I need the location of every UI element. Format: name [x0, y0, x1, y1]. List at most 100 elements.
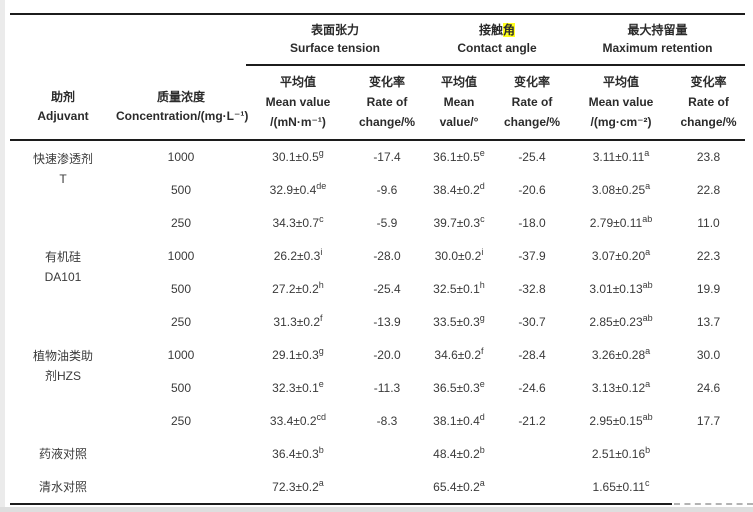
cell-ca-rate: -30.7 [518, 314, 546, 329]
cell-mr-rate: 22.8 [696, 182, 721, 197]
mr-mean-value: 1.65±0.11 [592, 479, 645, 494]
st-mean-sig: h [318, 279, 324, 290]
col-header-concentration: 质量浓度 Concentration/(mg·L⁻¹) [116, 14, 249, 141]
col-header-concentration-en: Concentration/(mg·L⁻¹) [116, 109, 249, 123]
st-mean-sig: i [320, 246, 323, 257]
cell-ca-mean: 32.5±0.1h [424, 272, 494, 305]
st-mean-sig: de [316, 180, 327, 191]
cell-concentration: 500 [170, 182, 192, 197]
adjuvant-name: 药液对照 [38, 446, 87, 461]
cell-st-rate: -25.4 [373, 281, 401, 296]
mr-mean-value: 2.79±0.11 [589, 215, 643, 230]
table-row: 植物油类助 剂HZS 1000 29.1±0.3g -20.0 34.6±0.2… [10, 338, 745, 383]
mr-mean-value: 3.08±0.25 [591, 182, 646, 197]
cell-st-mean: 33.4±0.2cd [246, 404, 350, 437]
col-header-concentration-zh: 质量浓度 [156, 90, 205, 104]
mr-mean-sig: a [645, 180, 651, 191]
ca-mean-sig: d [479, 180, 485, 191]
ca-mean-value: 33.5±0.3 [433, 314, 480, 329]
mr-mean-sig: c [644, 477, 650, 488]
bottom-rule-faded [674, 503, 753, 505]
mr-mean-sig: a [645, 378, 651, 389]
cell-mr-mean: 2.51±0.16b [570, 437, 672, 470]
subcol-mr-mean-en2: /(mg·cm⁻²) [590, 115, 652, 129]
table-row: 250 31.3±0.2f -13.9 33.5±0.3g -30.7 2.85… [10, 305, 745, 338]
mr-mean-value: 2.95±0.15 [589, 413, 643, 428]
subcol-ca-rate: 变化率 Rate of change/% [494, 65, 570, 141]
cell-mr-mean: 3.11±0.11a [570, 140, 672, 173]
cell-st-rate: -20.0 [373, 347, 401, 362]
ca-mean-value: 65.4±0.2 [433, 479, 480, 494]
mr-mean-value: 3.01±0.13 [589, 281, 643, 296]
cell-ca-mean: 39.7±0.3c [424, 206, 494, 239]
cell-ca-rate: -21.2 [518, 413, 546, 428]
cell-st-mean: 34.3±0.7c [246, 206, 350, 239]
mr-mean-value: 3.13±0.12 [591, 380, 646, 395]
subcol-mr-mean-zh: 平均值 [602, 75, 639, 89]
cell-st-rate: -13.9 [373, 314, 401, 329]
contact-angle-zh-prefix: 接触 [478, 23, 503, 37]
subcol-ca-rate-en1: Rate of [511, 95, 553, 109]
table-row: 清水对照 72.3±0.2a 65.4±0.2a 1.65±0.11c [10, 470, 745, 503]
ca-mean-sig: h [479, 279, 485, 290]
cell-ca-mean: 65.4±0.2a [424, 470, 494, 503]
cell-mr-mean: 1.65±0.11c [570, 470, 672, 503]
st-mean-sig: g [318, 148, 324, 158]
ca-mean-value: 38.4±0.2 [433, 182, 480, 197]
table-row: 250 34.3±0.7c -5.9 39.7±0.3c -18.0 2.79±… [10, 206, 745, 239]
st-mean-value: 30.1±0.5 [272, 150, 319, 164]
col-header-adjuvant-zh: 助剂 [50, 90, 75, 104]
cell-st-mean: 72.3±0.2a [246, 470, 350, 503]
ca-mean-value: 36.1±0.5 [433, 150, 480, 164]
cell-concentration: 250 [170, 413, 192, 428]
ca-mean-value: 32.5±0.1 [433, 281, 480, 296]
ca-mean-value: 36.5±0.3 [433, 380, 480, 395]
ca-mean-value: 48.4±0.2 [433, 446, 480, 461]
cell-st-mean: 36.4±0.3b [246, 437, 350, 470]
cell-mr-rate: 22.3 [696, 248, 721, 263]
adjuvant-name-line1: 快速渗透剂 [32, 152, 93, 166]
cell-concentration [116, 470, 246, 503]
group-header-max-retention: 最大持留量 Maximum retention [570, 14, 746, 66]
mr-mean-sig: a [644, 148, 650, 158]
cell-ca-rate: -28.4 [518, 347, 546, 362]
cell-st-mean: 31.3±0.2f [246, 305, 350, 338]
subcol-st-mean-en2: /(mN·m⁻¹) [270, 115, 326, 129]
cell-ca-rate: -20.6 [518, 182, 546, 197]
ca-mean-sig: i [481, 246, 484, 257]
group-surface-tension-en: Surface tension [289, 41, 381, 55]
group-header-row: 助剂 Adjuvant 质量浓度 Concentration/(mg·L⁻¹) … [10, 14, 746, 141]
mr-mean-sig: ab [642, 213, 653, 224]
cell-mr-mean: 3.13±0.12a [570, 371, 672, 404]
group-header-contact-angle: 接触角 Contact angle [424, 14, 570, 66]
results-table: 助剂 Adjuvant 质量浓度 Concentration/(mg·L⁻¹) … [10, 13, 746, 503]
st-mean-value: 29.1±0.3 [272, 347, 319, 362]
table-bottom-rule [10, 503, 753, 505]
table-row: 500 32.9±0.4de -9.6 38.4±0.2d -20.6 3.08… [10, 173, 745, 206]
cell-ca-rate [494, 437, 570, 470]
adjuvant-name-line2: 剂HZS [44, 369, 81, 383]
group-max-retention-en: Maximum retention [602, 41, 713, 55]
mr-mean-value: 2.85±0.23 [589, 314, 643, 329]
mr-mean-value: 2.51±0.16 [591, 446, 646, 461]
st-mean-sig: g [318, 345, 324, 356]
subcol-mr-mean: 平均值 Mean value /(mg·cm⁻²) [570, 65, 672, 141]
table-row: 250 33.4±0.2cd -8.3 38.1±0.4d -21.2 2.95… [10, 404, 745, 437]
subcol-st-rate: 变化率 Rate of change/% [350, 65, 424, 141]
group-contact-angle-zh: 接触角 [424, 21, 570, 39]
cell-st-rate [350, 437, 424, 470]
ca-mean-value: 38.1±0.4 [433, 413, 480, 428]
ca-mean-sig: e [479, 378, 485, 389]
st-mean-value: 72.3±0.2 [272, 479, 319, 494]
cell-ca-mean: 36.1±0.5e [424, 140, 494, 173]
subcol-st-mean: 平均值 Mean value /(mN·m⁻¹) [246, 65, 350, 141]
cell-mr-rate [672, 437, 745, 470]
results-table-wrap: 助剂 Adjuvant 质量浓度 Concentration/(mg·L⁻¹) … [10, 13, 753, 505]
table-row: 快速渗透剂 T 1000 30.1±0.5g -17.4 36.1±0.5e -… [10, 140, 745, 187]
table-row: 500 27.2±0.2h -25.4 32.5±0.1h -32.8 3.01… [10, 272, 745, 305]
st-mean-value: 34.3±0.7 [272, 215, 320, 230]
cell-st-mean: 27.2±0.2h [246, 272, 350, 305]
st-mean-value: 36.4±0.3 [272, 446, 319, 461]
subcol-st-mean-en1: Mean value [265, 95, 331, 109]
cell-ca-mean: 38.1±0.4d [424, 404, 494, 437]
